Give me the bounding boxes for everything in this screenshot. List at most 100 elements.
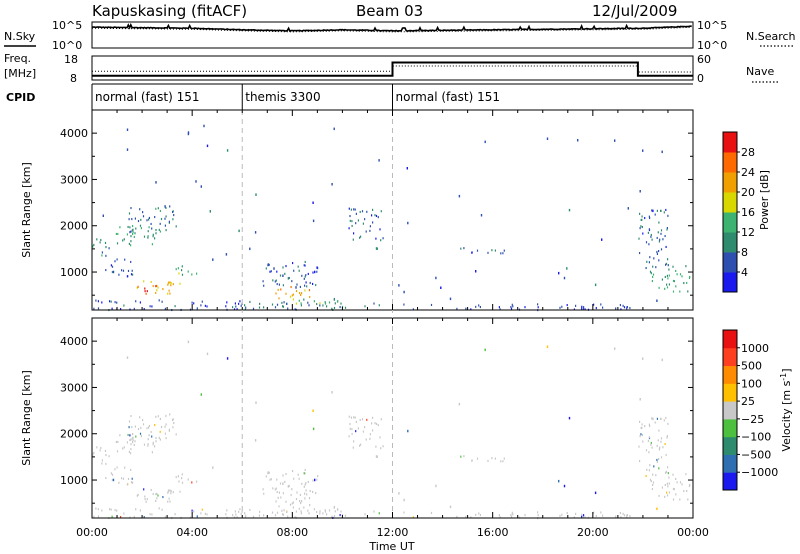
velocity-cell xyxy=(645,475,647,478)
freq-series-line xyxy=(92,61,693,77)
velocity-cell xyxy=(181,481,184,484)
power-cell xyxy=(123,238,125,241)
velocity-cell xyxy=(319,510,321,513)
velocity-cell xyxy=(582,515,585,518)
velocity-cell xyxy=(667,485,669,488)
power-cell xyxy=(93,307,95,310)
power-cell xyxy=(206,144,209,148)
velocity-cell xyxy=(602,514,604,517)
power-cell xyxy=(122,269,125,272)
velocity-cell xyxy=(595,515,597,518)
velocity-cell xyxy=(287,485,290,488)
nsky-series-line xyxy=(92,22,692,32)
power-cell xyxy=(350,208,352,211)
velocity-cell xyxy=(644,425,646,428)
power-cell xyxy=(314,270,316,274)
power-cell xyxy=(629,307,631,310)
power-cell xyxy=(663,211,665,214)
power-cell xyxy=(124,258,126,261)
velocity-cell xyxy=(165,437,167,440)
power-cell xyxy=(659,238,661,241)
velocity-cell xyxy=(206,513,208,516)
power-cell xyxy=(95,299,97,302)
power-cell xyxy=(295,286,297,289)
velocity-cell xyxy=(349,423,351,426)
range-tick-label: 1000 xyxy=(60,474,88,487)
velocity-cell xyxy=(652,417,654,421)
velocity-cell xyxy=(645,449,648,452)
power-cell xyxy=(170,284,172,287)
power-cell xyxy=(115,232,117,235)
velocity-cell xyxy=(241,510,243,513)
velocity-cell xyxy=(566,512,568,515)
power-cell xyxy=(200,185,202,188)
power-cell xyxy=(667,264,669,267)
velocity-label-close: ] xyxy=(780,368,793,372)
power-cell xyxy=(291,294,293,297)
velocity-cell xyxy=(638,445,640,448)
velocity-cell xyxy=(99,449,101,452)
velocity-cell xyxy=(403,511,405,514)
velocity-cell xyxy=(487,459,489,462)
velocity-cell xyxy=(656,458,658,461)
power-cell xyxy=(577,139,579,142)
velocity-cell xyxy=(615,515,617,518)
power-cell xyxy=(147,236,149,239)
power-cell xyxy=(173,214,175,217)
power-cell xyxy=(369,225,371,228)
velocity-cell xyxy=(317,475,319,478)
power-cell xyxy=(666,228,668,231)
power-cell xyxy=(593,303,595,306)
power-cell xyxy=(668,268,670,271)
velocity-cell xyxy=(132,439,134,442)
power-cell xyxy=(244,304,246,307)
power-cell xyxy=(476,249,479,252)
power-cell xyxy=(179,282,181,285)
power-cell xyxy=(656,250,658,253)
velocity-cell xyxy=(667,472,669,475)
velocity-cell xyxy=(299,500,301,503)
power-cell xyxy=(403,290,405,294)
velocity-cell xyxy=(369,433,371,436)
power-cell xyxy=(480,214,483,217)
power-cell xyxy=(150,222,152,225)
velocity-cell xyxy=(306,493,308,496)
power-cell xyxy=(276,283,278,286)
velocity-cell xyxy=(269,478,271,481)
time-tick-label: 20:00 xyxy=(577,526,609,539)
velocity-cell xyxy=(622,512,624,515)
velocity-cell xyxy=(278,491,280,494)
power-cell xyxy=(362,222,364,225)
power-cell xyxy=(172,218,174,221)
velocity-cell xyxy=(122,447,124,450)
power-cell xyxy=(160,218,163,221)
power-cell xyxy=(234,302,236,305)
power-cell xyxy=(133,235,135,238)
velocity-cell xyxy=(683,490,685,493)
velocity-cell xyxy=(652,473,654,476)
power-cell xyxy=(293,269,295,272)
power-cell xyxy=(128,242,130,245)
velocity-cell xyxy=(164,515,166,518)
velocity-cell xyxy=(142,423,145,426)
velocity-cell xyxy=(465,515,467,518)
power-cell xyxy=(642,232,644,235)
velocity-cell xyxy=(307,509,309,512)
velocity-cell xyxy=(298,477,300,480)
power-cell xyxy=(652,275,654,278)
velocity-cell xyxy=(100,446,102,449)
velocity-colorbar-tick-label: 25 xyxy=(741,395,755,408)
velocity-cell xyxy=(172,418,174,421)
power-cell xyxy=(233,308,236,311)
velocity-cell xyxy=(366,418,368,421)
power-cell xyxy=(167,292,169,295)
power-cell xyxy=(359,236,361,239)
power-cell xyxy=(132,233,134,236)
power-cell xyxy=(288,276,290,279)
power-cell xyxy=(282,305,284,308)
power-cell xyxy=(304,275,306,278)
power-cell xyxy=(375,237,377,240)
power-cell xyxy=(511,303,513,306)
velocity-scatter xyxy=(92,340,691,520)
